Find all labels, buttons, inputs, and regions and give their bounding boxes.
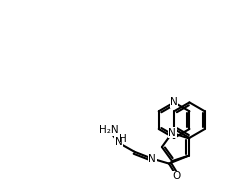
Text: N: N: [168, 128, 175, 138]
Text: N: N: [148, 154, 155, 164]
Text: H₂N: H₂N: [99, 125, 118, 135]
Text: N: N: [170, 97, 177, 107]
Text: N: N: [114, 137, 122, 147]
Text: H: H: [118, 134, 126, 144]
Text: O: O: [172, 171, 180, 181]
